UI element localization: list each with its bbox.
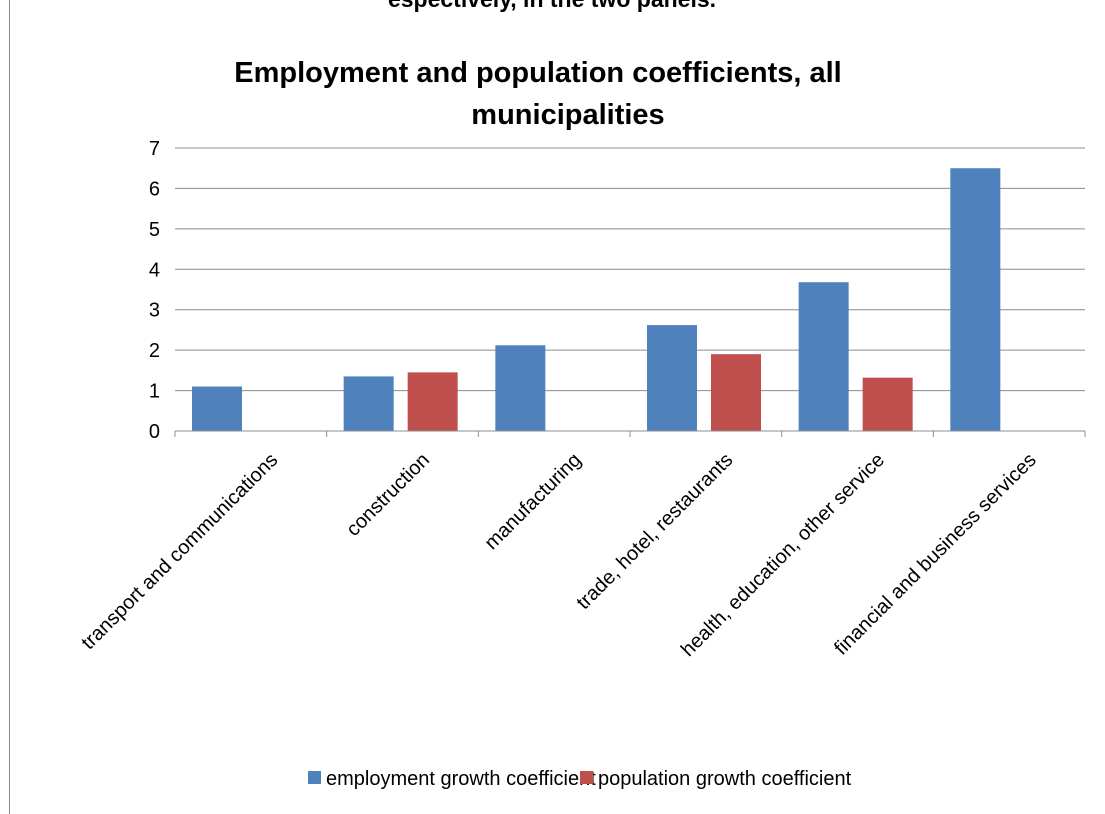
legend: employment growth coefficient population … — [308, 768, 852, 790]
chart-title-line-1: Employment and population coefficients, … — [234, 57, 841, 89]
legend-label-population: population growth coefficient — [598, 768, 852, 790]
legend-label-employment: employment growth coefficient — [326, 768, 596, 790]
bar-population-4 — [862, 377, 913, 431]
y-tick-label: 4 — [149, 259, 160, 281]
bar-employment-4 — [798, 282, 849, 431]
bar-employment-3 — [647, 325, 697, 431]
y-tick-label: 7 — [149, 138, 160, 160]
chart-title-line-2: municipalities — [471, 99, 664, 131]
bar-employment-1 — [343, 376, 394, 431]
y-tick-label: 5 — [149, 219, 160, 241]
bar-employment-0 — [192, 386, 242, 431]
legend-swatch-population — [580, 771, 593, 784]
y-tick-label: 1 — [149, 381, 160, 403]
y-tick-label: 0 — [149, 421, 160, 443]
bar-population-3 — [711, 354, 761, 431]
legend-swatch-employment — [308, 771, 321, 784]
bar-employment-5 — [950, 168, 1001, 431]
y-tick-label: 2 — [149, 340, 160, 362]
cut-off-heading: espectively, in the two panels. — [388, 0, 716, 12]
bar-population-1 — [407, 372, 458, 431]
y-tick-label: 6 — [149, 178, 160, 200]
bar-employment-2 — [495, 345, 546, 431]
y-tick-label: 3 — [149, 300, 160, 322]
